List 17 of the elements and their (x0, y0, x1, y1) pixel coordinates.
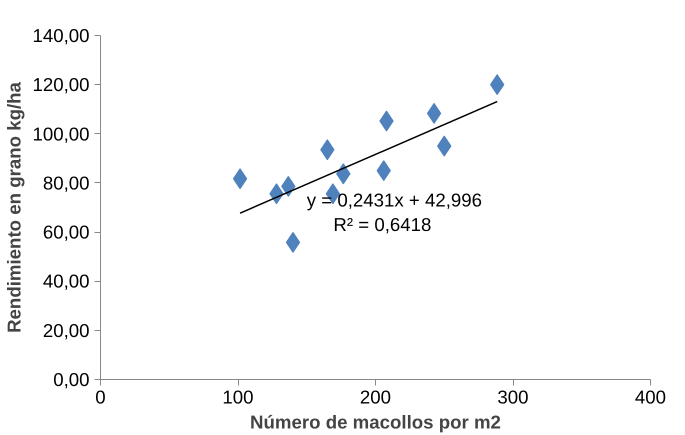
x-tick-label: 0 (95, 386, 106, 408)
x-tick-label: 300 (497, 386, 529, 408)
y-tick-label: 0,00 (53, 369, 90, 390)
x-tick-label: 400 (634, 386, 666, 408)
y-axis-title: Rendimiento en grano kg/ha (3, 81, 24, 333)
y-tick-label: 40,00 (42, 270, 90, 292)
y-tick-label: 140,00 (32, 25, 90, 46)
y-tick-label: 60,00 (42, 222, 90, 243)
y-tick-label: 100,00 (32, 123, 90, 144)
y-tick-label: 80,00 (42, 172, 90, 194)
x-tick-label: 200 (360, 386, 392, 408)
annotation: R² = 0,6418 (333, 214, 432, 236)
x-axis-title: Número de macollos por m2 (250, 412, 501, 432)
y-tick-label: 20,00 (42, 320, 90, 341)
y-tick-label: 120,00 (32, 74, 90, 96)
annotation: y = 0,2431x + 42,996 (306, 190, 482, 211)
x-tick-label: 100 (222, 386, 254, 408)
